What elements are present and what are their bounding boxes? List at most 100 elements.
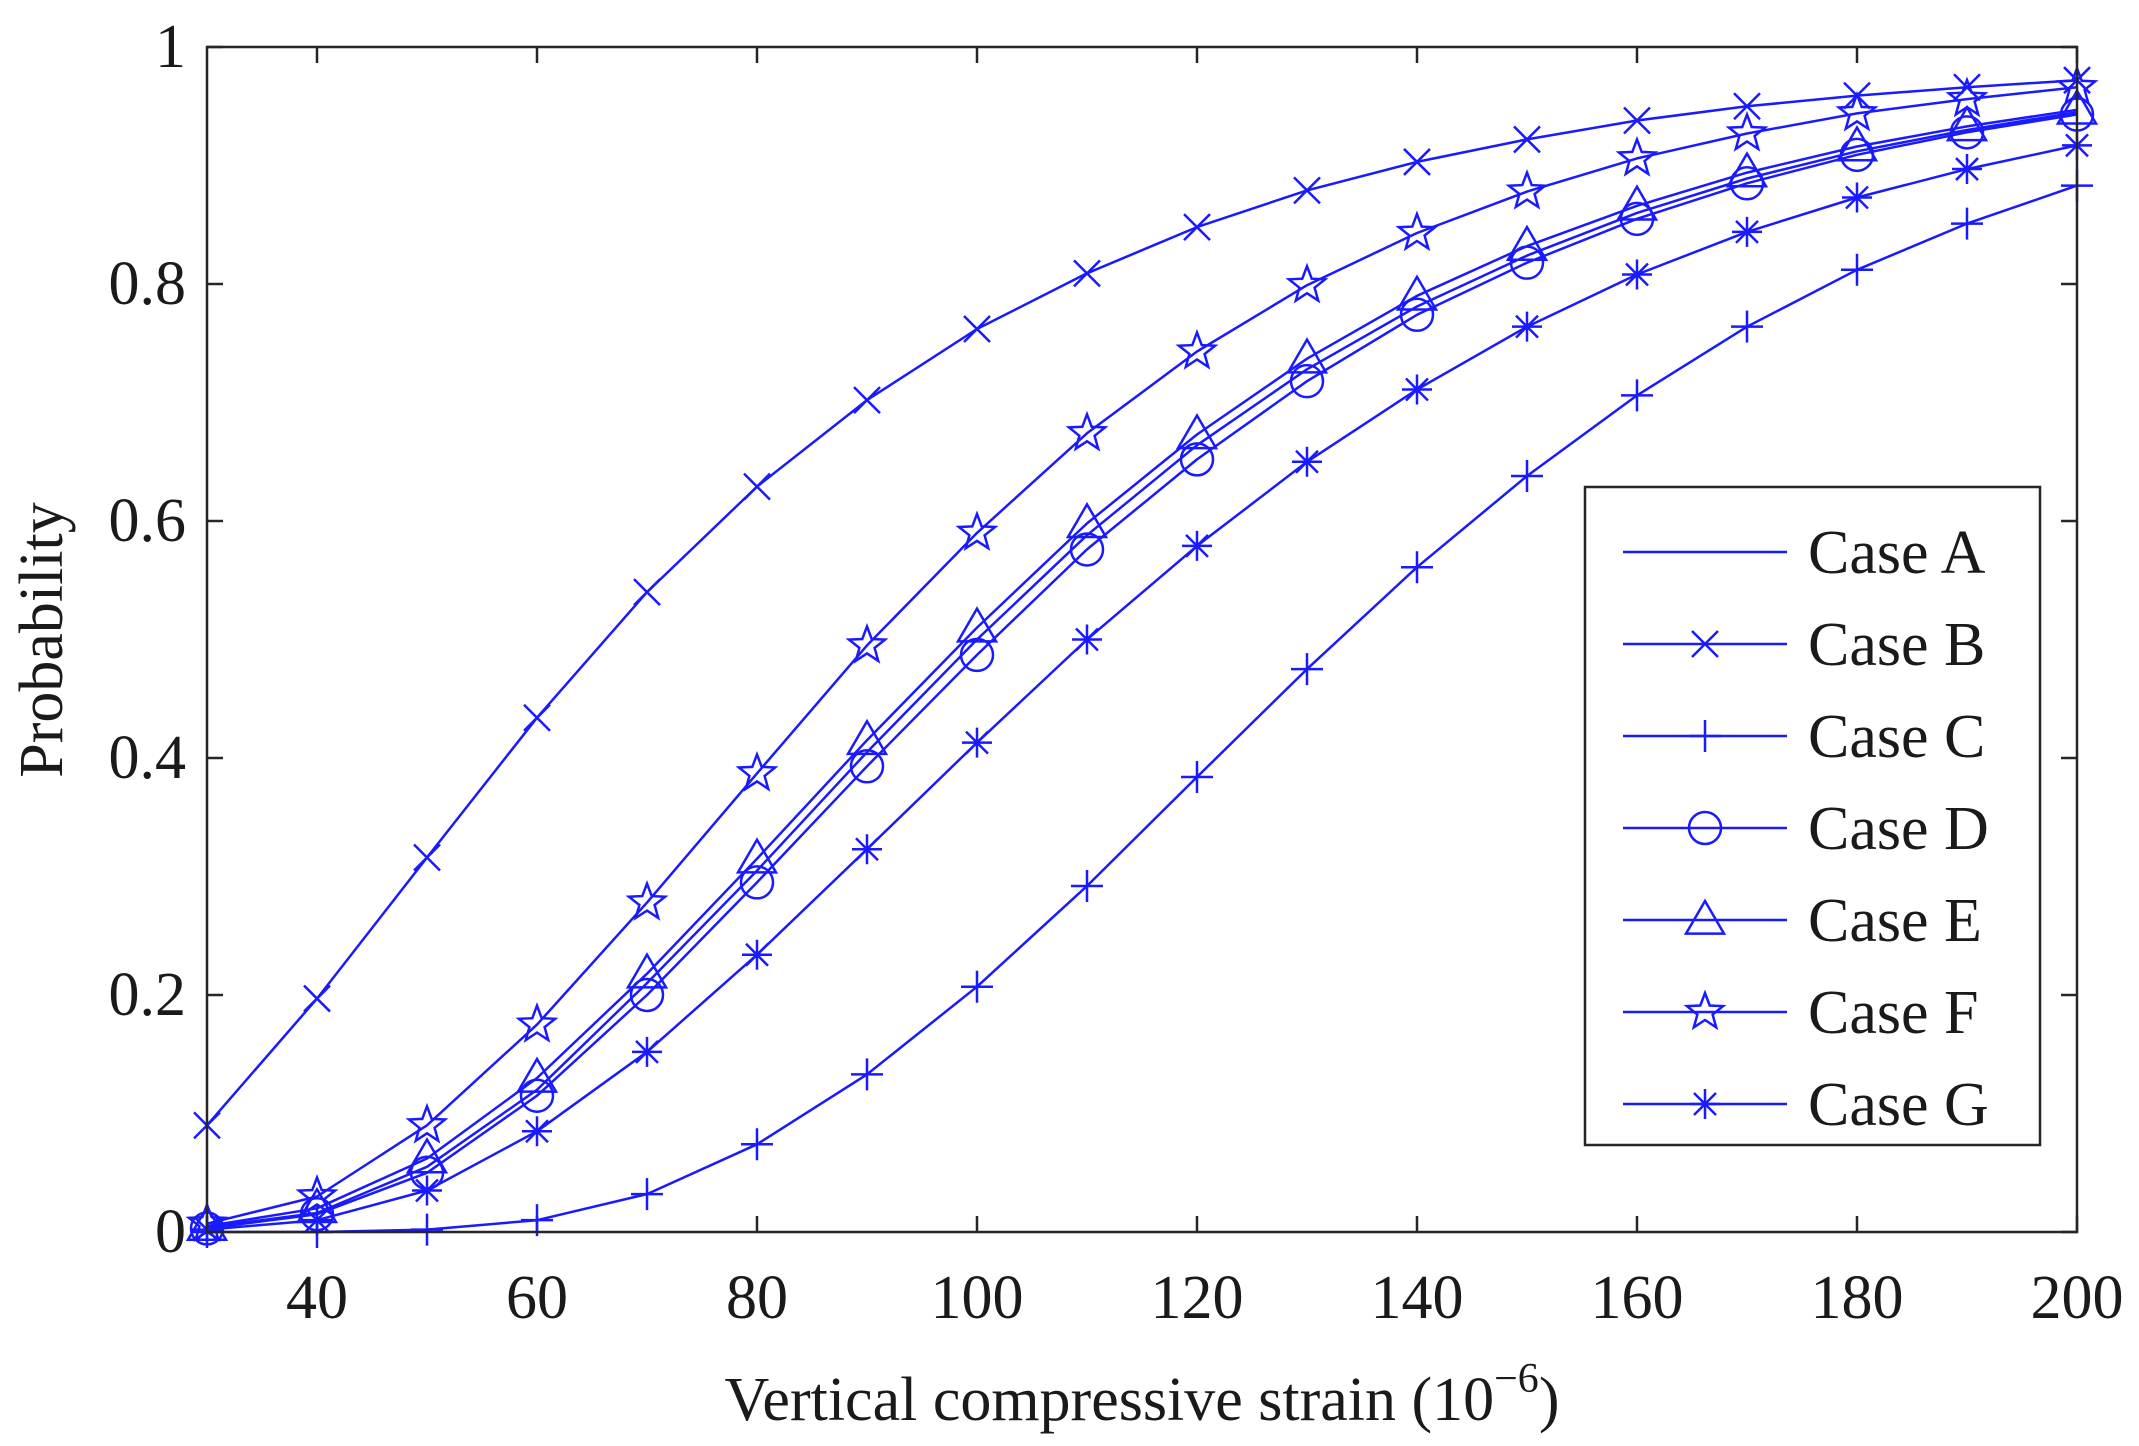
legend-box xyxy=(1583,485,2042,1147)
case-b-line xyxy=(206,78,2078,1127)
case-f-point xyxy=(405,1102,449,1144)
case-d-point xyxy=(1289,363,1325,399)
case-c-point xyxy=(1291,653,1323,686)
case-b-point xyxy=(413,843,441,872)
plot-frame xyxy=(205,45,2079,1234)
case-g-point xyxy=(1842,182,1872,213)
legend-entry-case-g: Case G xyxy=(1623,1071,1989,1139)
case-e-point xyxy=(405,1137,449,1174)
case-d-point xyxy=(1399,297,1435,333)
case-b-point xyxy=(1953,73,1981,102)
case-g-point xyxy=(522,1116,552,1147)
case-b-point xyxy=(633,578,661,606)
legend-marker xyxy=(1687,810,1723,846)
case-e-point xyxy=(1505,224,1549,262)
series-case-g xyxy=(192,130,2092,1245)
case-f-point xyxy=(1505,169,1549,210)
case-c-point xyxy=(1401,551,1433,584)
series-group xyxy=(185,64,2099,1248)
legend-marker xyxy=(1683,989,1727,1031)
case-c-point xyxy=(1951,207,1983,240)
case-b-point xyxy=(1403,148,1431,176)
case-b-point xyxy=(1733,92,1761,121)
case-f-point xyxy=(1835,90,1879,132)
case-b-point xyxy=(1293,176,1321,205)
case-g-point xyxy=(1402,374,1432,405)
case-d-point xyxy=(1069,532,1105,567)
case-g-point xyxy=(412,1175,442,1206)
x-tick-label: 100 xyxy=(931,1264,1024,1332)
case-f-point xyxy=(515,1002,559,1043)
legend-entry-case-e: Case E xyxy=(1623,887,1982,955)
case-g-point xyxy=(1512,311,1542,342)
y-tick-label: 0 xyxy=(155,1198,186,1266)
x-tick-label: 80 xyxy=(726,1264,788,1332)
case-e-point xyxy=(735,837,779,874)
case-f-point xyxy=(1175,328,1219,370)
case-g-point xyxy=(742,939,772,970)
case-d-line xyxy=(206,113,2078,1230)
legend-marker xyxy=(1691,630,1719,658)
series-case-e xyxy=(185,88,2099,1242)
case-f-point xyxy=(295,1173,339,1215)
case-f-point xyxy=(1065,410,1109,452)
case-c-point xyxy=(411,1213,443,1246)
case-g-point xyxy=(1072,624,1102,655)
case-f-point xyxy=(735,750,779,792)
case-g-point xyxy=(302,1205,332,1236)
y-tick-label: 0.8 xyxy=(109,250,187,318)
case-d-point xyxy=(849,749,885,784)
legend-entry-case-f: Case F xyxy=(1623,979,1979,1047)
x-axis-title-text: Vertical compressive strain (10 xyxy=(725,1366,1495,1434)
case-e-point xyxy=(1835,125,1879,162)
legend-label: Case B xyxy=(1808,611,1985,679)
case-e-point xyxy=(1615,184,1659,221)
legend-label: Case D xyxy=(1808,795,1989,863)
case-e-point xyxy=(1395,274,1439,311)
x-tick-label: 140 xyxy=(1371,1264,1464,1332)
case-c-point xyxy=(1071,869,1103,902)
case-g-point xyxy=(1952,154,1982,185)
legend-entry-case-b: Case B xyxy=(1623,611,1985,679)
case-c-point xyxy=(851,1058,883,1091)
x-tick-label: 40 xyxy=(286,1264,348,1332)
case-g-point xyxy=(1292,446,1322,477)
case-f-point xyxy=(1395,210,1439,252)
case-f-point xyxy=(1725,110,1769,152)
case-f-point xyxy=(1615,135,1659,177)
case-g-point xyxy=(1182,530,1212,561)
y-tick-label: 0.4 xyxy=(109,724,187,792)
y-tick-label: 0.6 xyxy=(109,487,187,555)
case-g-point xyxy=(632,1036,662,1067)
case-b-point xyxy=(853,386,881,415)
case-e-point xyxy=(845,718,889,756)
legend-marker xyxy=(1690,1089,1720,1119)
legend-marker xyxy=(1689,720,1721,752)
case-b-point xyxy=(1623,106,1651,135)
case-d-point xyxy=(629,977,665,1013)
case-b-point xyxy=(743,472,771,501)
case-g-point xyxy=(852,834,882,865)
case-c-line xyxy=(207,184,2078,1234)
case-e-point xyxy=(1285,337,1329,374)
case-d-point xyxy=(519,1078,555,1113)
case-e-point xyxy=(1065,501,1109,539)
y-tick-label: 1 xyxy=(155,13,186,81)
legend-entry-case-c: Case C xyxy=(1623,703,1985,771)
case-e-point xyxy=(1175,413,1219,450)
legend-label: Case C xyxy=(1808,703,1985,771)
case-g-line xyxy=(206,144,2078,1231)
x-tick-label: 120 xyxy=(1151,1264,1244,1332)
case-e-point xyxy=(515,1056,559,1093)
case-e-point xyxy=(1725,151,1769,188)
case-c-point xyxy=(1841,253,1873,286)
case-b-point xyxy=(523,703,551,732)
legend-entry-case-d: Case D xyxy=(1623,795,1989,863)
legend: Case A Case B Case C Case D Case E Case F Case… xyxy=(1583,485,2042,1147)
y-tick-label: 0.2 xyxy=(109,961,187,1029)
x-axis-title: Vertical compressive strain (10−6) xyxy=(725,1356,1560,1434)
case-c-point xyxy=(1511,459,1543,492)
y-axis-title: Probability xyxy=(8,502,76,778)
case-b-point xyxy=(1183,213,1211,242)
